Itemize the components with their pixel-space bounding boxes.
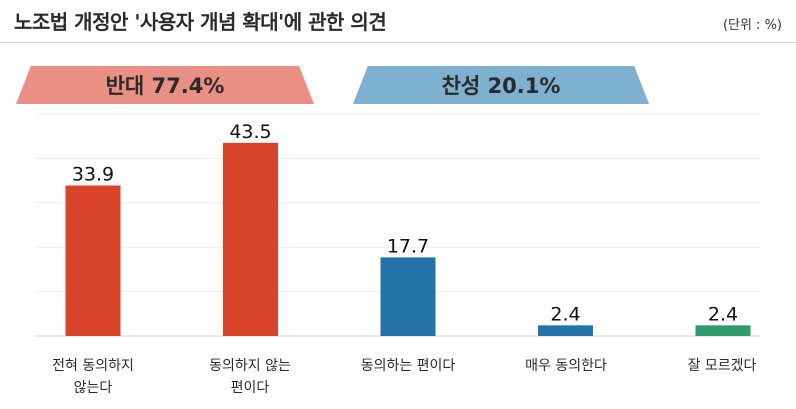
category-label-strongly-agree: 매우 동의한다 (501, 355, 631, 377)
category-label-line: 동의하는 편이다 (360, 358, 456, 374)
category-label-agree: 동의하는 편이다 (343, 355, 473, 377)
bars (65, 142, 751, 336)
oppose-banner: 반대 77.4% (16, 66, 314, 104)
title-divider (0, 42, 796, 43)
category-label-line: 전혀 동의하지 (52, 358, 134, 374)
bar-strongly-agree (538, 325, 593, 336)
support-banner: 찬성 20.1% (353, 66, 649, 104)
unit-label: (단위 : %) (722, 18, 782, 33)
category-label-line: 동의하지 않는 (209, 358, 291, 374)
category-label-line: 않는다 (73, 380, 113, 396)
category-label-strongly-disagree: 전혀 동의하지 않는다 (28, 355, 158, 399)
chart-title: 노조법 개정안 '사용자 개념 확대'에 관한 의견 (14, 10, 387, 34)
bar-value-label: 17.7 (387, 235, 429, 257)
bar-dont-know (695, 325, 751, 336)
category-label-line: 편이다 (230, 380, 270, 396)
category-label-line: 잘 모르겠다 (687, 358, 757, 374)
bar-strongly-disagree (65, 185, 121, 336)
bar-value-label: 43.5 (229, 121, 271, 143)
bar-agree (380, 257, 436, 336)
bar-value-label: 2.4 (708, 303, 738, 325)
bar-value-label: 2.4 (550, 303, 580, 325)
bar-disagree (223, 142, 278, 336)
category-label-dont-know: 잘 모르겠다 (657, 355, 787, 377)
bar-value-label: 33.9 (72, 163, 114, 185)
category-label-disagree: 동의하지 않는 편이다 (185, 355, 315, 399)
value-labels: 33.9 43.5 17.7 2.4 2.4 (72, 121, 738, 325)
category-label-line: 매우 동의한다 (525, 358, 607, 374)
